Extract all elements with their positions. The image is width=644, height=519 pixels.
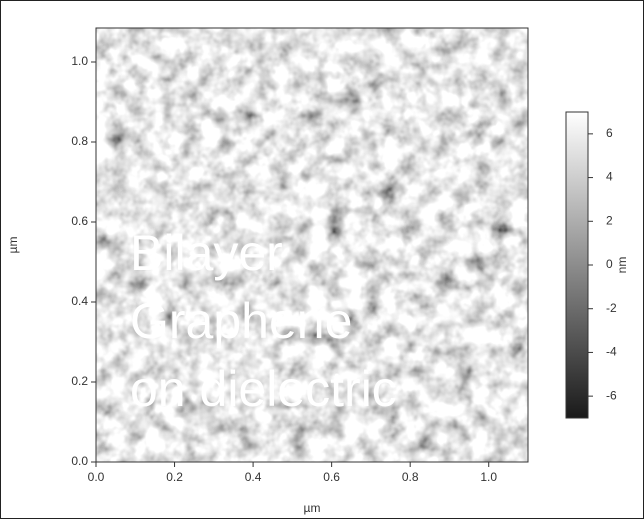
x-tick-label: 1.0 — [480, 470, 497, 484]
y-tick-label: 0.2 — [71, 374, 88, 388]
colorbar-tick-label: 4 — [606, 170, 613, 184]
x-tick-label: 0.8 — [402, 470, 419, 484]
x-tick-label: 0.6 — [323, 470, 340, 484]
y-axis-label: µm — [6, 237, 20, 254]
colorbar-tick-label: 6 — [606, 126, 613, 140]
colorbar-tick-label: -2 — [606, 301, 617, 315]
y-tick-label: 0.6 — [71, 214, 88, 228]
y-tick-label: 0.4 — [71, 294, 88, 308]
x-tick-label: 0.0 — [88, 470, 105, 484]
annotation: Graphene — [130, 293, 352, 349]
x-axis-label: µm — [304, 501, 321, 515]
x-tick-label: 0.4 — [245, 470, 262, 484]
y-tick-label: 1.0 — [71, 54, 88, 68]
colorbar-tick-label: -4 — [606, 345, 617, 359]
chart: µm µm nm Bilayer Graphene on dielectric … — [0, 0, 644, 519]
colorbar-tick-label: 2 — [606, 213, 613, 227]
colorbar-tick-label: -6 — [606, 388, 617, 402]
colorbar-tick-label: 0 — [606, 257, 613, 271]
y-tick-label: 0.8 — [71, 134, 88, 148]
annotation: Bilayer — [130, 225, 283, 281]
colorbar-label: nm — [615, 257, 629, 274]
annotation: on dielectric — [130, 361, 397, 417]
x-tick-label: 0.2 — [166, 470, 183, 484]
y-tick-label: 0.0 — [71, 454, 88, 468]
colorbar — [566, 112, 588, 418]
